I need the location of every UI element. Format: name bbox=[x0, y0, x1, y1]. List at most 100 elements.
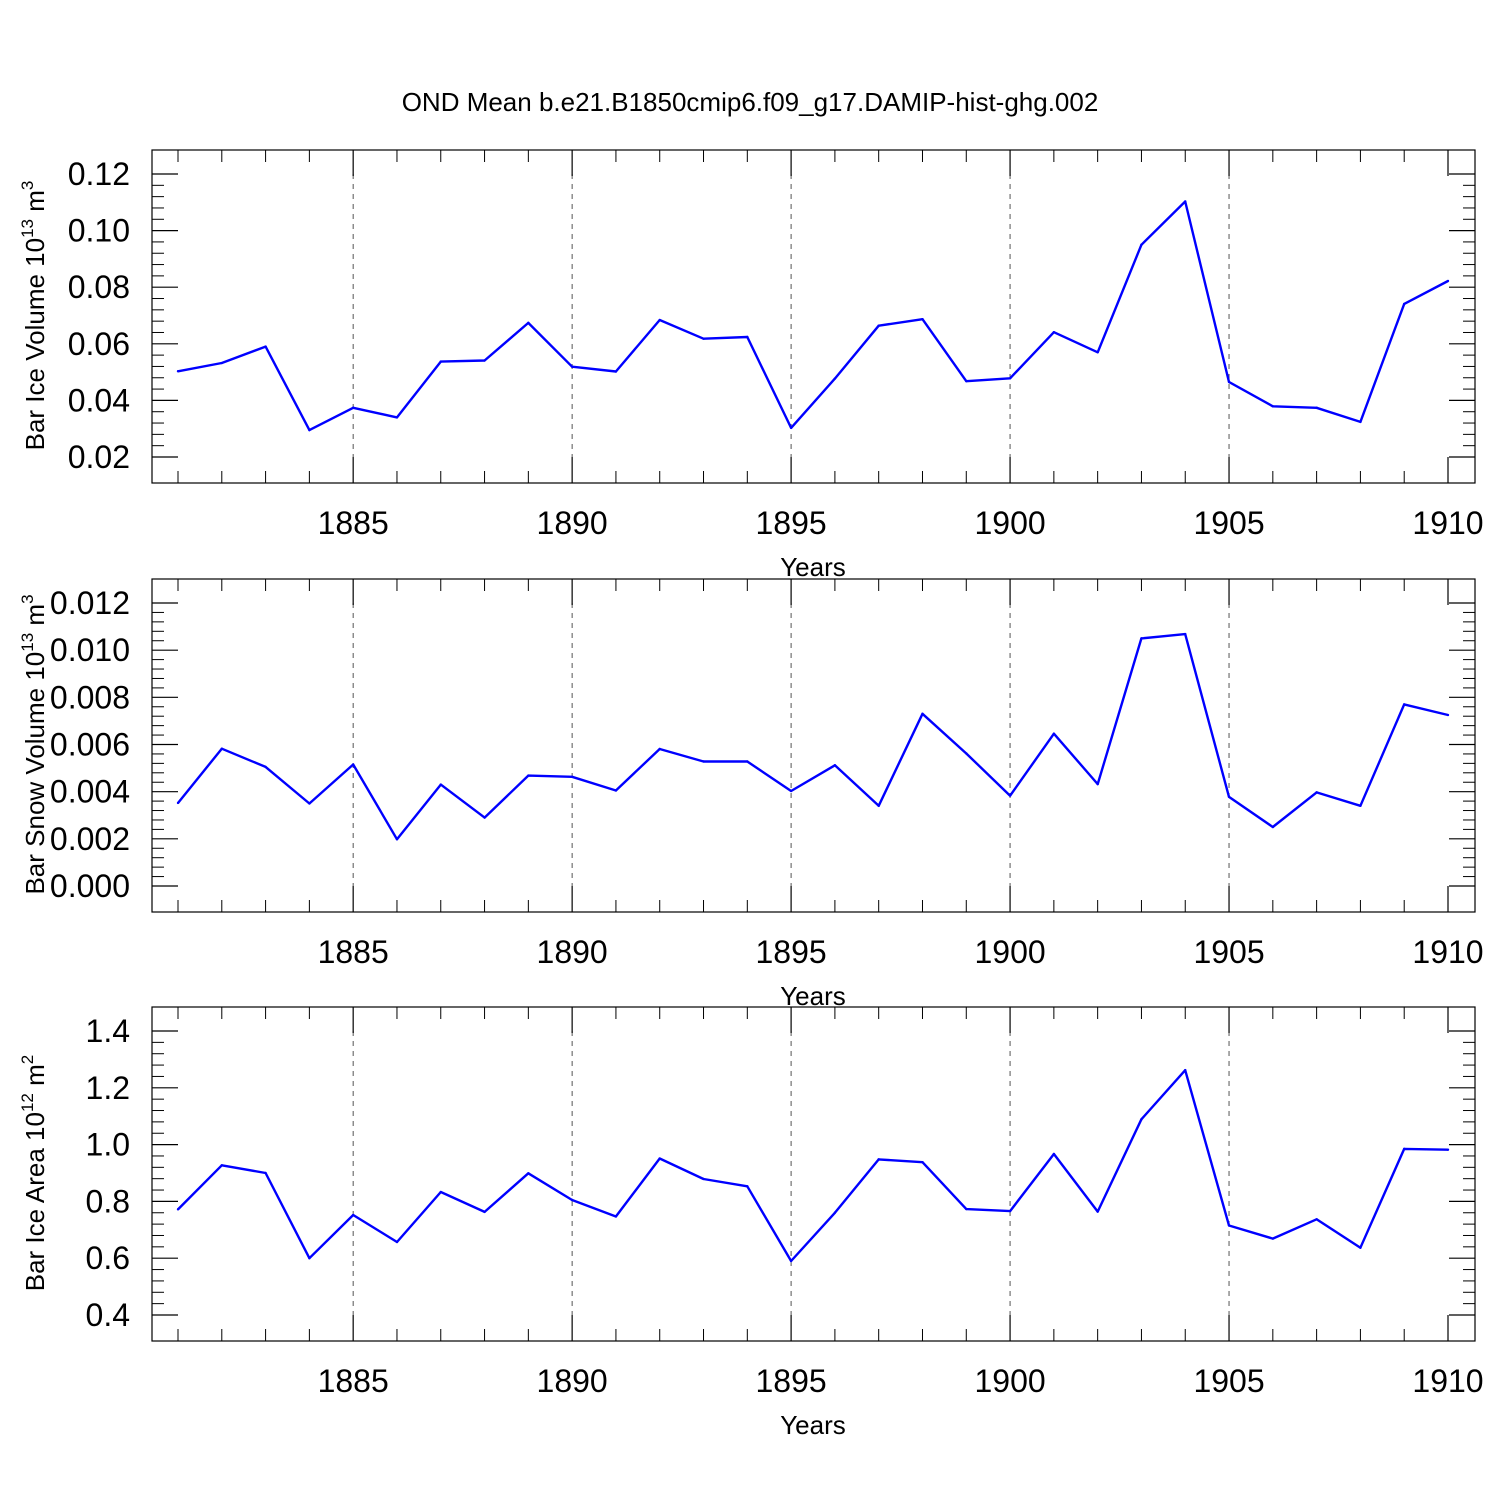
data-point-1895 bbox=[789, 1259, 793, 1263]
panel-ice-volume: 0.02 0.04 0.06 0.08 0.10 0.12 1885 1890 1895 1900… bbox=[18, 149, 1484, 582]
data-point-1910 bbox=[1446, 713, 1450, 717]
plot-frame bbox=[151, 149, 1476, 484]
y-tick-label: 1.2 bbox=[86, 1070, 130, 1106]
data-point-1885 bbox=[351, 1213, 355, 1217]
data-point-1909 bbox=[1403, 703, 1406, 706]
x-tick-label: 1905 bbox=[1193, 934, 1264, 970]
data-point-1899 bbox=[965, 1207, 968, 1211]
data-point-1885 bbox=[351, 763, 355, 766]
x-tick-label: 1895 bbox=[756, 1363, 827, 1399]
y-axis-title: Bar Snow Volume 1013 m3 bbox=[18, 594, 50, 894]
data-point-1884 bbox=[308, 802, 311, 805]
data-point-1896 bbox=[833, 764, 837, 767]
data-point-1904 bbox=[1184, 1068, 1187, 1072]
y-axis-title-unit: m bbox=[20, 1064, 50, 1093]
data-point-1901 bbox=[1052, 732, 1056, 735]
y-tick-label: 0.4 bbox=[86, 1297, 130, 1333]
data-point-1889 bbox=[527, 321, 530, 325]
x-tick-label: 1910 bbox=[1412, 505, 1483, 541]
data-point-1902 bbox=[1096, 1210, 1099, 1213]
data-point-1886 bbox=[395, 416, 399, 419]
x-tick-label: 1895 bbox=[756, 505, 827, 541]
data-point-1886 bbox=[395, 838, 399, 841]
y-axis-title-main: Bar Snow Volume 10 bbox=[20, 652, 50, 895]
x-tick-label: 1890 bbox=[537, 1363, 608, 1399]
x-tick-label: 1895 bbox=[756, 934, 827, 970]
y-axis-title-main: Bar Ice Volume 10 bbox=[20, 238, 50, 450]
data-point-1906 bbox=[1271, 825, 1275, 829]
y-tick-label: 0.008 bbox=[50, 679, 130, 715]
data-point-1897 bbox=[877, 1158, 880, 1161]
y-tick-label: 0.12 bbox=[68, 156, 130, 192]
data-point-1898 bbox=[921, 317, 924, 321]
data-point-1897 bbox=[877, 324, 880, 327]
y-tick-label: 1.4 bbox=[86, 1013, 130, 1049]
data-point-1898 bbox=[921, 1161, 924, 1164]
data-point-1904 bbox=[1184, 632, 1187, 636]
y-tick-label: 0.8 bbox=[86, 1183, 130, 1219]
panels: 0.02 0.04 0.06 0.08 0.10 0.12 1885 1890 1895 1900… bbox=[18, 149, 1484, 1440]
data-point-1892 bbox=[658, 1157, 661, 1160]
y-tick-label: 0.08 bbox=[68, 269, 130, 305]
x-axis-title: Years bbox=[780, 981, 846, 1011]
x-tick-label: 1885 bbox=[318, 505, 389, 541]
data-point-1895 bbox=[789, 426, 793, 430]
data-point-1900 bbox=[1008, 377, 1012, 380]
x-tick-label: 1890 bbox=[537, 505, 608, 541]
data-point-1906 bbox=[1271, 405, 1275, 408]
y-axis-title: Bar Ice Volume 1013 m3 bbox=[18, 181, 50, 451]
y-tick-label: 0.04 bbox=[68, 382, 130, 418]
series-line-ice-volume bbox=[177, 200, 1449, 432]
data-point-1896 bbox=[833, 1211, 837, 1214]
data-point-1898 bbox=[921, 712, 924, 716]
x-tick-label: 1885 bbox=[318, 1363, 389, 1399]
data-point-1883 bbox=[264, 345, 267, 348]
x-axis-title: Years bbox=[780, 1410, 846, 1440]
data-point-1883 bbox=[264, 765, 267, 769]
data-point-1903 bbox=[1140, 637, 1143, 640]
panel-snow-volume: 0.000 0.002 0.004 0.006 0.008 0.010 0.012 1885 1… bbox=[18, 578, 1484, 1011]
data-point-1907 bbox=[1315, 1218, 1318, 1221]
data-point-1905 bbox=[1227, 380, 1231, 384]
data-point-1888 bbox=[483, 359, 486, 362]
data-point-1885 bbox=[351, 406, 355, 409]
data-point-1894 bbox=[746, 760, 749, 763]
plot-frame bbox=[151, 1006, 1476, 1342]
data-point-1887 bbox=[439, 783, 442, 786]
data-point-1909 bbox=[1403, 1147, 1406, 1151]
data-point-1910 bbox=[1446, 279, 1450, 283]
data-point-1881 bbox=[176, 1208, 180, 1211]
y-tick-label: 0.6 bbox=[86, 1240, 130, 1276]
data-point-1893 bbox=[702, 1177, 705, 1181]
data-point-1893 bbox=[702, 760, 705, 763]
figure-title: OND Mean b.e21.B1850cmip6.f09_g17.DAMIP-… bbox=[402, 87, 1099, 117]
y-axis-title-main: Bar Ice Area 10 bbox=[20, 1112, 50, 1291]
y-axis-title: Bar Ice Area 1012 m2 bbox=[18, 1055, 50, 1292]
data-point-1900 bbox=[1008, 1209, 1012, 1213]
y-tick-label: 0.06 bbox=[68, 326, 130, 362]
series-line-ice-area bbox=[177, 1068, 1449, 1263]
data-point-1890 bbox=[570, 1198, 574, 1202]
data-point-1903 bbox=[1140, 243, 1143, 246]
data-point-1902 bbox=[1096, 782, 1099, 786]
data-point-1909 bbox=[1403, 302, 1406, 306]
data-point-1882 bbox=[220, 1164, 223, 1167]
data-point-1901 bbox=[1052, 330, 1056, 334]
data-point-1899 bbox=[965, 379, 968, 383]
y-tick-label: 0.012 bbox=[50, 585, 130, 621]
x-tick-label: 1885 bbox=[318, 934, 389, 970]
y-axis-title-exponent: 12 bbox=[18, 1093, 37, 1112]
data-point-1903 bbox=[1140, 1118, 1143, 1121]
data-point-1891 bbox=[614, 1215, 618, 1218]
data-point-1899 bbox=[965, 752, 968, 755]
data-point-1905 bbox=[1227, 1224, 1231, 1227]
data-point-1906 bbox=[1271, 1237, 1275, 1240]
x-tick-label: 1890 bbox=[537, 934, 608, 970]
x-axis-title: Years bbox=[780, 552, 846, 582]
x-tick-label: 1905 bbox=[1193, 1363, 1264, 1399]
data-point-1895 bbox=[789, 789, 793, 793]
y-axis-title-unit: m bbox=[20, 604, 50, 633]
y-axis-title-unit: m bbox=[20, 190, 50, 219]
